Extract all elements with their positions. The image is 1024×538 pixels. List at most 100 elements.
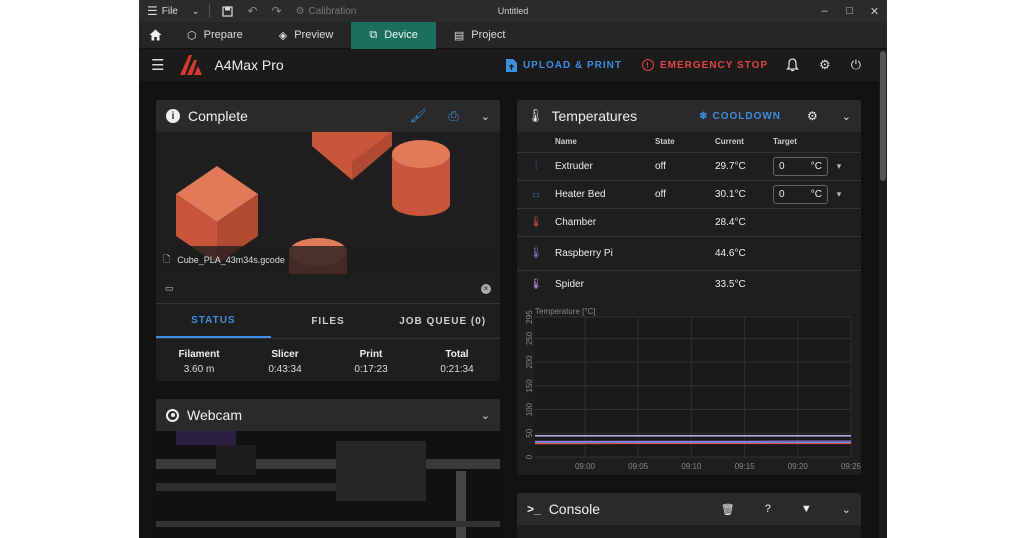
upload-print-label: UPLOAD & PRINT: [522, 59, 622, 71]
sensor-state: off: [655, 151, 715, 180]
minimize-icon[interactable]: –: [821, 5, 828, 17]
temperatures-card-header: 🌡 Temperatures ❄ COOLDOWN ⚙ ⌄: [517, 100, 861, 132]
terminal-icon: >_: [527, 502, 541, 516]
tab-prepare[interactable]: ⬡ Prepare: [169, 22, 261, 49]
stat-value: 0:17:23: [354, 364, 388, 375]
save-icon[interactable]: [222, 0, 234, 22]
table-row: ▭ Heater Bed off 30.1°C 0 °C ▾: [517, 179, 861, 208]
console-card-title: Console: [548, 501, 601, 517]
column-header: Target: [773, 137, 797, 147]
tab-project[interactable]: ▤ Project: [436, 22, 524, 49]
x-tick-label: 09:10: [681, 462, 702, 471]
webcam-image: [156, 431, 500, 538]
close-icon[interactable]: ✕: [869, 5, 880, 18]
tab-preview[interactable]: ◈ Preview: [261, 22, 352, 49]
file-icon: 🗋: [163, 254, 171, 264]
gcode-thumbnail: 🗋 Cube_PLA_43m34s.gcode: [156, 132, 500, 274]
heater-bed-target-input[interactable]: 0 °C: [773, 184, 828, 204]
scrollbar-thumb[interactable]: [880, 51, 886, 181]
vertical-scrollbar[interactable]: [879, 49, 887, 538]
sensor-current: 33.5°C: [715, 269, 773, 298]
tab-job-queue[interactable]: JOB QUEUE (0): [399, 315, 487, 327]
stat-value: 3.60 m: [183, 364, 215, 375]
tab-prepare-label: Prepare: [203, 29, 243, 41]
chevron-down-icon[interactable]: ⌄: [480, 110, 490, 123]
dismiss-icon[interactable]: ×: [481, 283, 491, 294]
printer-icon[interactable]: ⎙: [448, 108, 459, 123]
webcam-feed: [156, 431, 500, 538]
temperatures-card: 🌡 Temperatures ❄ COOLDOWN ⚙ ⌄ Name State…: [517, 100, 861, 475]
brand-logo-icon: [180, 55, 204, 75]
tab-device-label: Device: [384, 29, 418, 41]
extruder-target-input[interactable]: 0 °C: [773, 156, 828, 176]
sensor-name: Extruder: [555, 151, 655, 180]
target-cell: [773, 269, 861, 298]
stat-label: Print: [359, 349, 383, 360]
stat-label: Slicer: [271, 349, 299, 360]
print-stats: Filament 3.60 m Slicer 0:43:34 Print 0:1…: [156, 339, 500, 377]
filter-icon[interactable]: ▼: [800, 503, 812, 515]
temperature-table: Name State Current Target ⫶ Extruder off…: [517, 132, 861, 298]
y-tick-label: 295: [525, 310, 534, 324]
file-menu-label: File: [161, 5, 178, 17]
table-row: 🌡 Chamber 28.4°C: [517, 207, 861, 236]
main-tabbar: ⬡ Prepare ◈ Preview ⧉ Device ▤ Project: [139, 21, 887, 49]
tab-project-label: Project: [471, 29, 506, 41]
app-header: ☰ A4Max Pro UPLOAD & PRINT ! EMERGENCY S…: [139, 49, 879, 82]
printer-name: A4Max Pro: [214, 57, 284, 73]
stat-print: Print 0:17:23: [328, 347, 414, 377]
maximize-icon[interactable]: □: [846, 5, 853, 17]
info-icon: i: [166, 109, 180, 123]
status-card-header: i Complete 🖌 ⎙ ⌄: [156, 100, 500, 132]
chevron-down-icon[interactable]: ▾: [836, 188, 842, 199]
trash-icon[interactable]: 🗑: [720, 503, 735, 516]
layers-icon: ◈: [278, 29, 288, 42]
emergency-stop-button[interactable]: ! EMERGENCY STOP: [641, 59, 769, 71]
menu-icon[interactable]: ☰: [151, 57, 165, 74]
help-icon[interactable]: ?: [764, 503, 771, 515]
webcam-card-header: Webcam ⌄: [156, 399, 500, 431]
target-cell: 0 °C ▾: [773, 179, 861, 208]
file-menu[interactable]: ☰ File: [147, 0, 178, 22]
calibration-menu[interactable]: ⚙ Calibration: [296, 0, 357, 22]
bell-icon[interactable]: [786, 58, 799, 72]
column-header: Name: [555, 137, 577, 147]
upload-print-button[interactable]: UPLOAD & PRINT: [505, 58, 622, 72]
status-card-title: Complete: [188, 108, 248, 124]
column-header: Current: [715, 137, 744, 147]
console-card: >_ Console 🗑 ? ▼ ⌄: [517, 493, 861, 538]
title-bar: ☰ File ⌄ ↶ ↷ ⚙ Calibration Untitled – □ …: [139, 0, 887, 22]
gcode-filename: Cube_PLA_43m34s.gcode: [177, 255, 285, 265]
device-icon: ⧉: [369, 28, 378, 41]
x-tick-label: 09:05: [628, 462, 649, 471]
target-unit: °C: [810, 188, 822, 200]
y-tick-label: 100: [525, 402, 534, 416]
console-card-header: >_ Console 🗑 ? ▼ ⌄: [517, 493, 861, 525]
home-icon[interactable]: [141, 29, 169, 41]
emergency-stop-label: EMERGENCY STOP: [659, 59, 769, 71]
x-tick-label: 09:20: [788, 462, 809, 471]
y-tick-label: 0: [525, 454, 534, 459]
chevron-down-icon[interactable]: ⌄: [191, 5, 200, 16]
chevron-down-icon[interactable]: ⌄: [841, 503, 851, 516]
redo-icon[interactable]: ↷: [271, 4, 282, 18]
chevron-down-icon[interactable]: ▾: [836, 160, 842, 171]
chevron-down-icon[interactable]: ⌄: [841, 110, 851, 123]
power-icon[interactable]: ⏻: [850, 57, 861, 72]
tab-status[interactable]: STATUS: [156, 304, 271, 338]
x-tick-label: 09:25: [841, 462, 861, 471]
tab-device[interactable]: ⧉ Device: [351, 21, 436, 49]
temperatures-card-title: Temperatures: [551, 108, 638, 124]
clean-brush-icon[interactable]: 🖌: [409, 108, 427, 123]
stat-value: 0:43:34: [268, 364, 302, 375]
cooldown-label: COOLDOWN: [712, 110, 782, 122]
cooldown-button[interactable]: ❄ COOLDOWN: [699, 111, 781, 122]
tab-files[interactable]: FILES: [311, 315, 345, 327]
settings-cogs-icon[interactable]: ⚙: [819, 57, 831, 72]
stat-slicer: Slicer 0:43:34: [242, 347, 328, 377]
chevron-down-icon[interactable]: ⌄: [480, 409, 490, 422]
gear-icon[interactable]: ⚙: [807, 109, 818, 123]
extruder-icon: ⫶: [517, 151, 555, 180]
undo-icon[interactable]: ↶: [247, 4, 258, 18]
sensor-name: Spider: [555, 269, 655, 298]
